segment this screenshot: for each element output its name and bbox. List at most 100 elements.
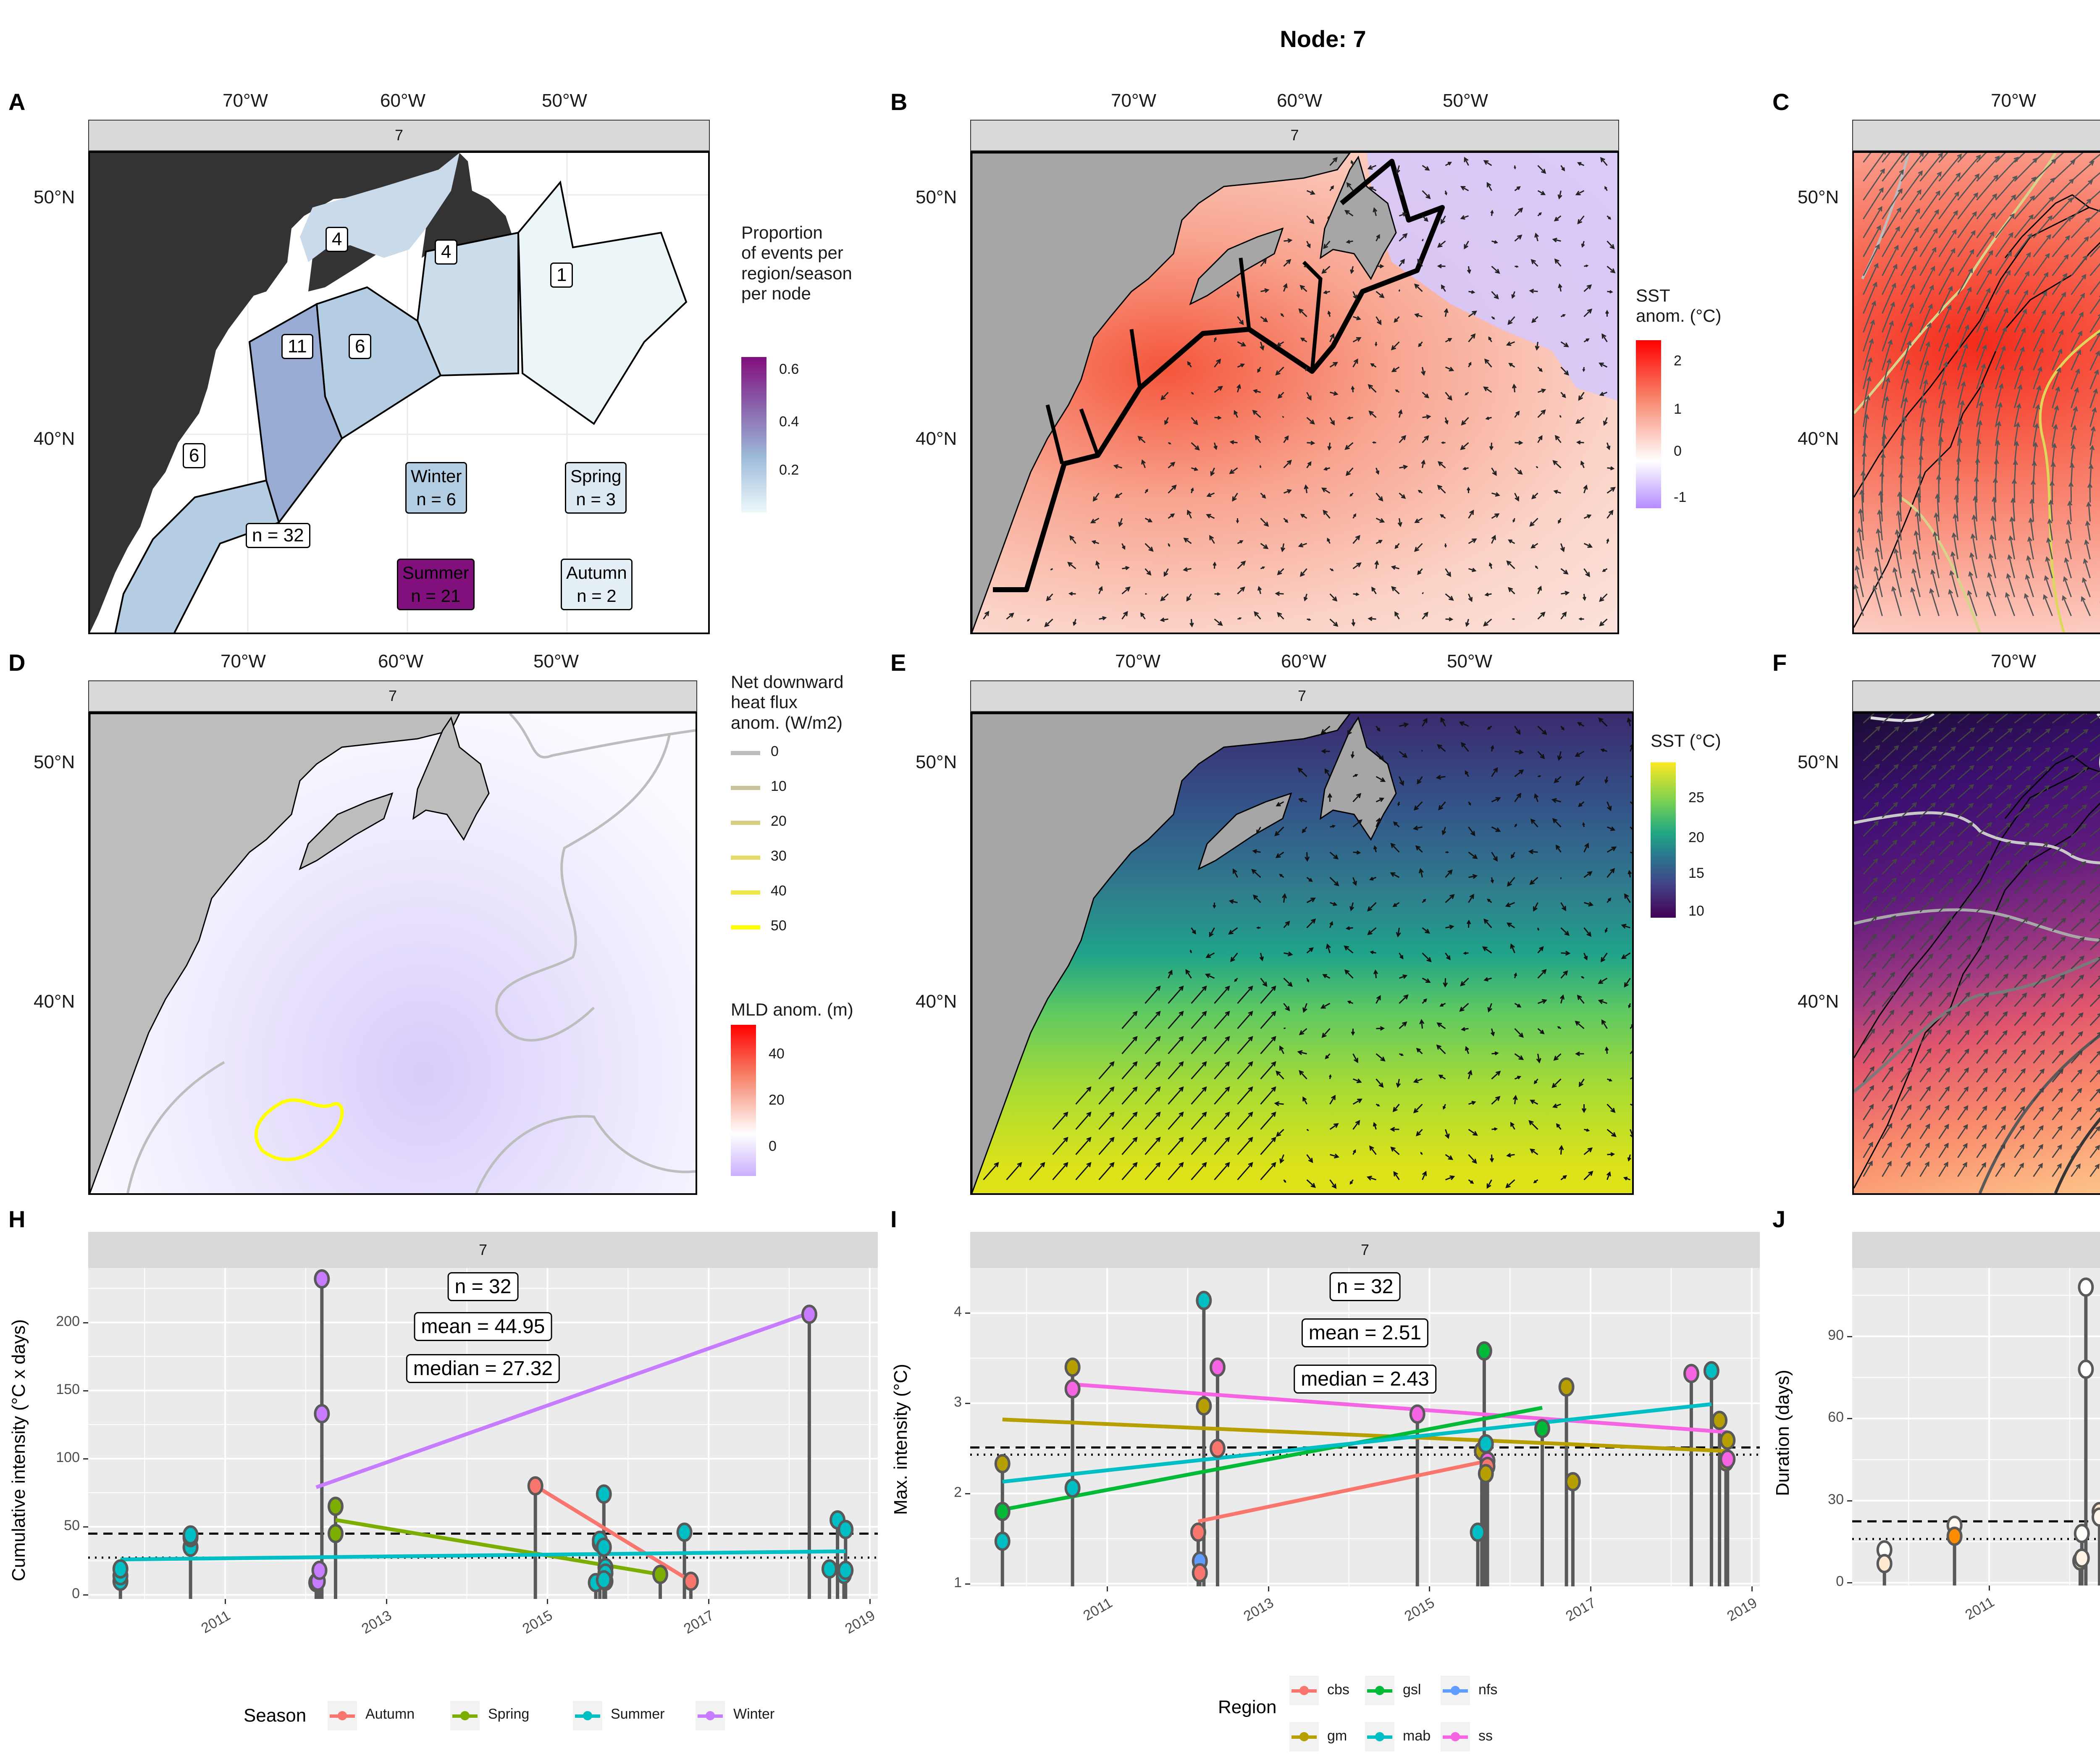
vector-arrow bbox=[1531, 316, 1538, 323]
vector-arrow bbox=[1026, 618, 1030, 622]
vector-arrow bbox=[1882, 764, 1899, 780]
vector-arrow bbox=[1606, 868, 1615, 878]
vector-arrow bbox=[1483, 919, 1492, 928]
vector-arrow bbox=[1144, 1086, 1161, 1105]
vector-arrow bbox=[1606, 509, 1614, 519]
vector-arrow bbox=[1900, 340, 1912, 370]
vector-arrow bbox=[1344, 442, 1354, 450]
vector-arrow bbox=[1306, 461, 1312, 468]
legend-label-winter: Winter bbox=[733, 1706, 775, 1722]
vector-arrow bbox=[1863, 281, 1877, 314]
vector-arrow bbox=[1205, 973, 1215, 979]
vector-arrow bbox=[1879, 471, 1885, 503]
vector-arrow bbox=[1604, 1046, 1609, 1054]
vector-arrow bbox=[1349, 1179, 1354, 1185]
vector-arrow bbox=[1882, 802, 1898, 818]
x-tick-label: 2019 bbox=[1724, 1595, 1760, 1625]
vector-arrow bbox=[2090, 426, 2096, 446]
lon-tick-60w: 60°W bbox=[1277, 90, 1323, 111]
vector-arrow bbox=[1561, 591, 1570, 596]
season-box-spring: Spring n = 3 bbox=[565, 462, 627, 514]
vector-arrow bbox=[1919, 878, 1935, 894]
vector-arrow bbox=[1578, 617, 1584, 621]
vector-arrow bbox=[1237, 341, 1247, 346]
vector-arrow bbox=[1863, 714, 1875, 724]
vector-arrow bbox=[1559, 994, 1565, 1004]
legend-line-key bbox=[731, 751, 760, 755]
vector-arrow bbox=[1484, 358, 1492, 368]
vector-arrow bbox=[1185, 969, 1192, 979]
vector-arrow bbox=[1422, 215, 1428, 222]
vector-arrow bbox=[1528, 1120, 1538, 1130]
vector-arrow bbox=[1505, 1179, 1515, 1189]
vector-arrow bbox=[2014, 822, 2030, 837]
vector-arrow bbox=[1873, 566, 1883, 597]
vector-arrow bbox=[1465, 619, 1470, 627]
vector-arrow bbox=[1372, 441, 1376, 444]
vector-arrow bbox=[1957, 746, 1975, 761]
vector-arrow bbox=[1422, 927, 1431, 934]
vector-arrow bbox=[1560, 366, 1569, 376]
vector-arrow bbox=[1468, 362, 1472, 368]
lat-tick-40n: 40°N bbox=[916, 428, 957, 449]
legend-label-cbs: cbs bbox=[1327, 1682, 1349, 1698]
vector-arrow bbox=[1882, 358, 1892, 389]
vector-arrow bbox=[1323, 509, 1331, 519]
vector-arrow bbox=[1912, 549, 1921, 578]
region-count-mab: 6 bbox=[183, 443, 206, 468]
vector-arrow bbox=[1971, 514, 1977, 541]
vector-arrow bbox=[1205, 952, 1215, 958]
legend-line-key bbox=[731, 786, 760, 790]
vector-arrow bbox=[1306, 978, 1309, 983]
vector-arrow bbox=[1468, 1101, 1476, 1105]
vector-arrow bbox=[1624, 893, 1631, 903]
data-point bbox=[1476, 1341, 1492, 1361]
land-newfoundland bbox=[412, 716, 490, 841]
vector-arrow bbox=[1896, 510, 1902, 541]
vector-arrow bbox=[1882, 934, 1896, 950]
vector-arrow bbox=[1485, 416, 1492, 420]
vector-arrow bbox=[1919, 783, 1937, 799]
vector-arrow bbox=[1892, 567, 1902, 597]
vector-arrow bbox=[1514, 493, 1520, 502]
vector-arrow bbox=[1489, 1154, 1494, 1163]
vector-arrow bbox=[1882, 714, 1894, 724]
vector-arrow bbox=[2090, 1107, 2100, 1121]
vector-arrow bbox=[1368, 384, 1377, 393]
vector-arrow bbox=[1298, 543, 1307, 548]
data-point bbox=[1409, 1404, 1425, 1424]
contour-102000 bbox=[2054, 1117, 2100, 1193]
vector-arrow bbox=[1995, 345, 2006, 371]
facet-strip-f: 7 bbox=[1852, 680, 2100, 712]
vector-arrow bbox=[1376, 1053, 1386, 1062]
vector-arrow bbox=[2071, 804, 2087, 818]
vector-arrow bbox=[1351, 386, 1355, 393]
vector-arrow bbox=[1046, 593, 1053, 601]
vector-arrow bbox=[2033, 823, 2049, 837]
vector-arrow bbox=[1938, 399, 1946, 427]
facet-strip-a: 7 bbox=[88, 120, 710, 151]
data-point bbox=[1192, 1563, 1208, 1583]
lat-tick-50n: 50°N bbox=[34, 187, 75, 207]
vector-arrow bbox=[1575, 417, 1585, 424]
vector-arrow bbox=[2071, 255, 2088, 276]
wind-arrows bbox=[1854, 153, 2100, 617]
legend-key-dot bbox=[706, 1711, 715, 1720]
vector-arrow bbox=[1863, 782, 1880, 799]
vector-arrow bbox=[1560, 1175, 1567, 1181]
vector-arrow bbox=[1237, 540, 1244, 544]
vector-arrow bbox=[1919, 398, 1927, 427]
vector-arrow bbox=[1168, 1111, 1184, 1130]
vector-arrow bbox=[1575, 776, 1585, 786]
vector-arrow bbox=[2071, 1069, 2083, 1083]
vector-arrow bbox=[1995, 1049, 2007, 1064]
x-tick-mark bbox=[1751, 1586, 1753, 1591]
vector-arrow bbox=[2090, 281, 2100, 295]
vector-arrow bbox=[1530, 1100, 1538, 1105]
stat-mean: mean = 44.95 bbox=[414, 1312, 552, 1341]
vector-arrow bbox=[1441, 215, 1446, 225]
vector-arrow bbox=[1863, 376, 1872, 408]
vector-arrow bbox=[1413, 1078, 1423, 1083]
vector-arrow bbox=[1416, 1047, 1423, 1055]
vector-arrow bbox=[1491, 265, 1500, 274]
